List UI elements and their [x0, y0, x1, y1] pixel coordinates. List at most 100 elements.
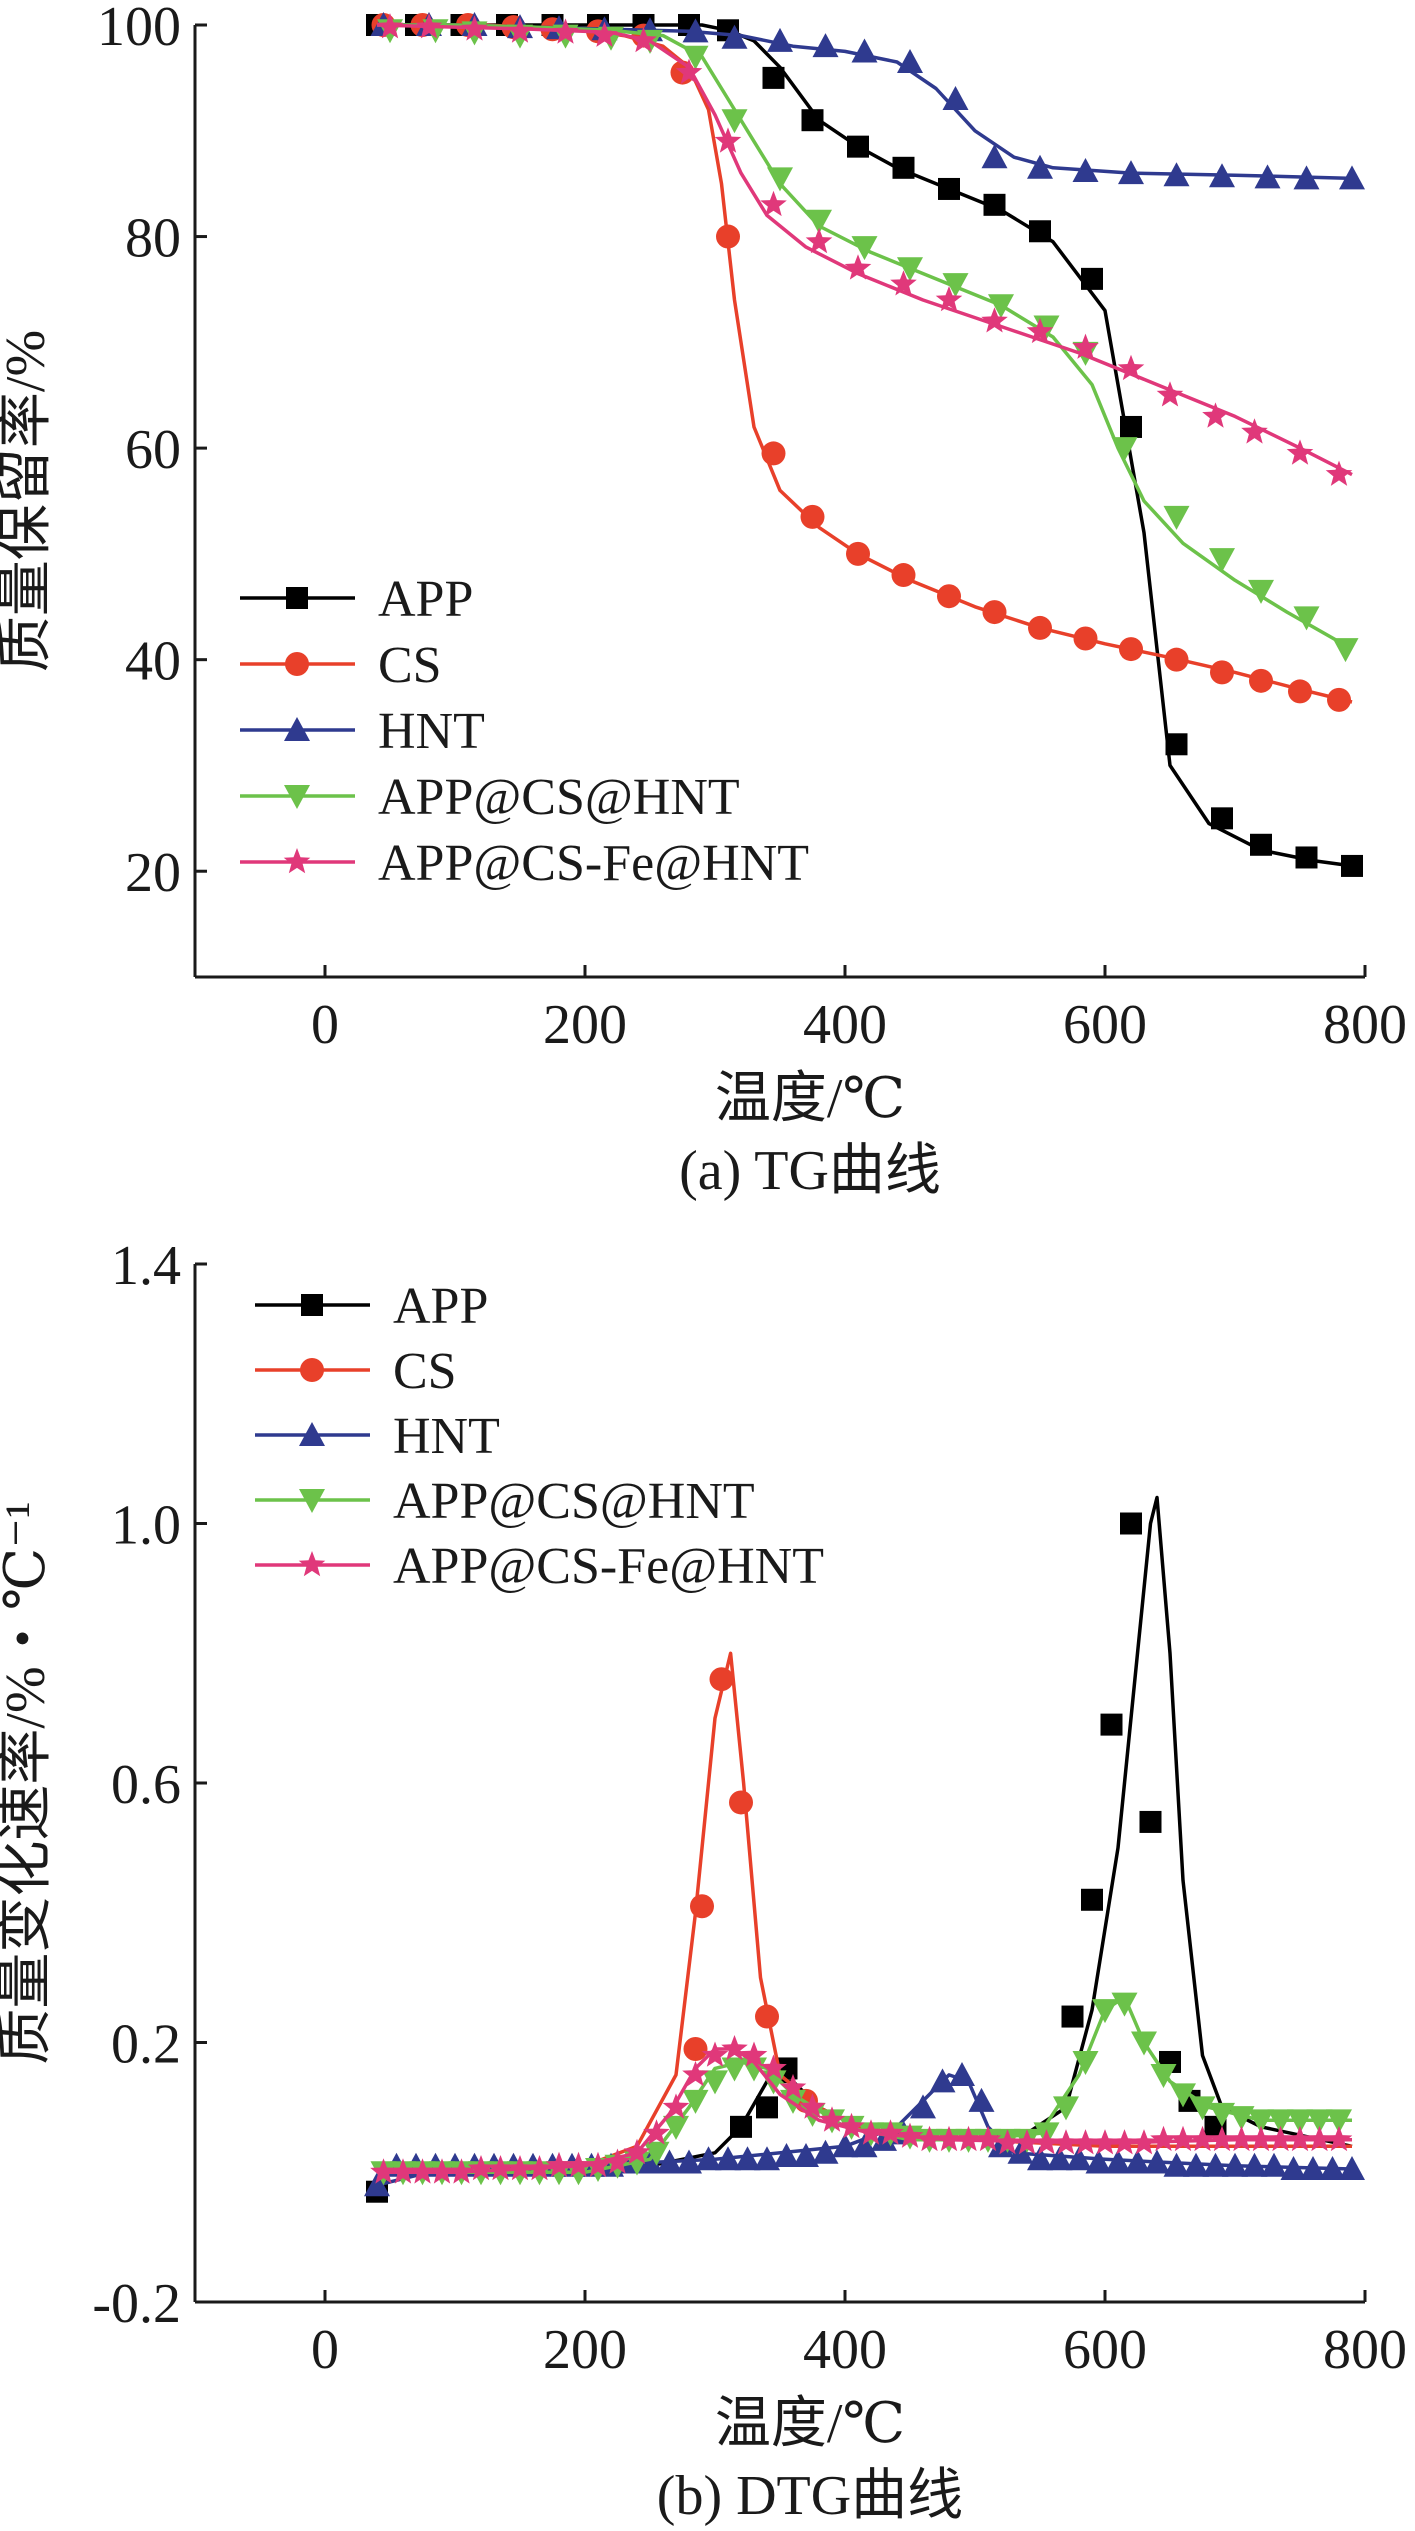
x-tick-label: 800	[1323, 2319, 1407, 2381]
data-point	[1144, 2149, 1170, 2174]
data-point	[715, 2146, 741, 2171]
chart-panel-dtg: 0 200 400 600 800 -0.2 0.2 0.6 1.0 1.4 温度/℃ 质量变化速率/…	[0, 1235, 1407, 2527]
data-point	[1183, 2152, 1209, 2177]
data-point	[624, 2151, 650, 2176]
y-tick-label: 40	[125, 631, 181, 693]
data-point	[1091, 2129, 1119, 2155]
chart-panel-tg: 0 200 400 600 800 20 40 60 80 100 温度/℃ 质量保留率/% (a) T…	[0, 0, 1407, 1202]
data-point	[1156, 381, 1184, 407]
data-point	[773, 2143, 800, 2168]
data-point	[1163, 2152, 1190, 2177]
data-point	[1202, 2152, 1229, 2177]
data-point	[1029, 220, 1051, 243]
data-point	[730, 2115, 752, 2138]
data-point	[714, 127, 742, 153]
series-line	[375, 1495, 1353, 2193]
legend-marker	[299, 1422, 325, 1446]
data-point	[1241, 418, 1268, 444]
data-point	[584, 2151, 612, 2178]
data-point	[1280, 2156, 1307, 2181]
data-point	[949, 2061, 975, 2086]
data-point	[892, 156, 915, 179]
data-point	[890, 270, 917, 296]
data-point	[1150, 2063, 1177, 2088]
data-point	[1327, 687, 1351, 712]
x-tick-label: 200	[543, 994, 627, 1056]
data-point	[832, 2133, 858, 2158]
y-tick-label: 20	[125, 842, 181, 904]
data-point	[897, 49, 923, 74]
data-point	[428, 2158, 456, 2184]
data-point	[637, 2149, 663, 2174]
data-point	[1150, 2125, 1177, 2152]
legend-marker	[283, 848, 311, 874]
y-tick-label: 1.4	[111, 1235, 181, 1297]
data-point	[682, 45, 709, 70]
data-point	[937, 584, 961, 609]
x-axis-title: 温度/℃	[715, 1068, 905, 1130]
data-point	[415, 13, 443, 39]
series-line	[377, 23, 1353, 651]
data-point	[370, 2158, 397, 2184]
data-point	[754, 2146, 780, 2171]
data-point	[1118, 160, 1144, 185]
data-point	[806, 209, 832, 234]
data-point	[526, 2155, 553, 2181]
data-point	[740, 2041, 768, 2067]
series-app-cs-fe-hnt	[376, 13, 1353, 486]
data-point	[1120, 415, 1142, 438]
chart-caption: (a) TG曲线	[679, 1140, 941, 1202]
data-point	[729, 1790, 753, 1815]
data-point	[1119, 637, 1143, 662]
data-point	[1211, 807, 1233, 830]
data-point	[981, 144, 1008, 169]
data-point	[994, 2129, 1021, 2155]
data-point	[364, 2172, 390, 2197]
x-tick-label: 800	[1323, 994, 1407, 1056]
data-point	[935, 286, 963, 312]
data-point	[799, 2093, 826, 2119]
data-point	[767, 167, 793, 192]
data-point	[1209, 2102, 1235, 2127]
y-axis-title: 质量保留率/%	[0, 330, 57, 672]
x-tick-label: 600	[1063, 2319, 1147, 2381]
data-point	[805, 227, 833, 254]
data-point	[1293, 165, 1320, 190]
data-point	[721, 109, 748, 134]
data-point	[857, 2119, 885, 2145]
legend: APP CS HNT APP@CS@HNT APP@CS-Fe@HNT	[255, 1278, 824, 1595]
data-point	[721, 2035, 748, 2061]
chart-caption: (b) DTG曲线	[657, 2465, 963, 2527]
data-point	[818, 2106, 846, 2132]
data-point	[1073, 626, 1098, 651]
data-point	[376, 13, 404, 39]
data-point	[844, 254, 872, 280]
data-point	[1028, 615, 1052, 640]
data-point	[709, 1667, 734, 1692]
data-point	[448, 2158, 475, 2184]
data-point	[1105, 2149, 1131, 2174]
data-point	[938, 177, 960, 200]
data-point	[988, 294, 1014, 319]
data-point	[1319, 2156, 1346, 2181]
data-point	[1170, 2083, 1196, 2108]
x-tick-label: 400	[803, 994, 887, 1056]
data-point	[1210, 660, 1234, 685]
data-point	[1053, 2096, 1079, 2121]
data-point	[676, 2149, 702, 2174]
data-point	[1139, 1810, 1162, 1833]
data-point	[721, 24, 748, 49]
data-point	[1248, 579, 1274, 604]
data-point	[1254, 164, 1281, 189]
y-tick-label: 0.6	[111, 1754, 181, 1816]
data-point	[847, 135, 869, 158]
data-point	[981, 307, 1008, 333]
legend-label: HNT	[393, 1408, 500, 1465]
data-point	[1339, 165, 1365, 190]
data-point	[487, 2155, 514, 2181]
data-point	[1072, 333, 1099, 359]
data-point	[643, 2119, 670, 2145]
legend-marker	[298, 1551, 326, 1577]
data-point	[623, 2138, 651, 2165]
data-point	[1033, 2129, 1060, 2155]
